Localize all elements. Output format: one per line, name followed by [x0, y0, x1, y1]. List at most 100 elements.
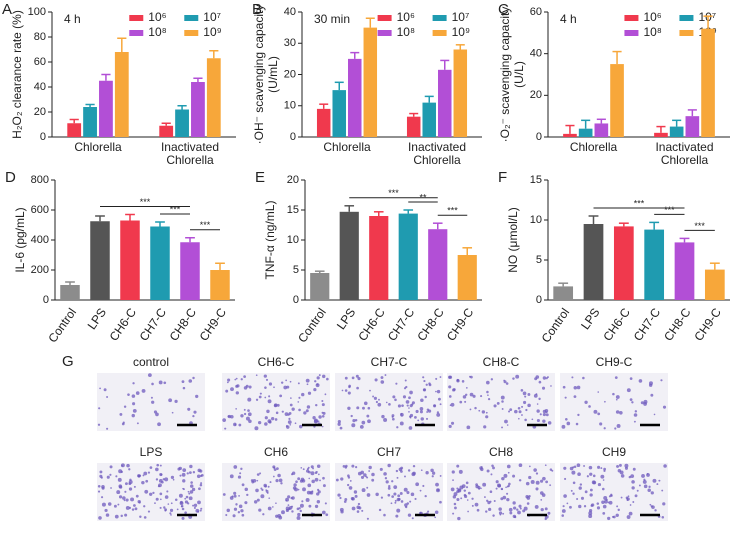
error-bar — [365, 17, 375, 28]
cell — [315, 403, 318, 407]
cell — [454, 506, 457, 510]
cell — [549, 484, 552, 487]
cell — [465, 481, 469, 485]
bar — [120, 220, 140, 300]
cell — [518, 410, 522, 414]
cell — [344, 389, 348, 392]
cell — [311, 490, 314, 493]
cell — [411, 517, 414, 520]
cell — [179, 501, 184, 506]
cell — [414, 497, 417, 501]
cell — [547, 511, 551, 515]
cell — [518, 479, 522, 482]
cell — [347, 406, 351, 411]
cell — [201, 473, 204, 477]
cell — [470, 375, 473, 379]
cell — [351, 506, 356, 511]
cell — [529, 465, 531, 468]
bar — [210, 270, 230, 300]
cell — [578, 486, 582, 490]
cell — [289, 403, 293, 407]
cell — [617, 508, 620, 512]
x-tick-label: Control — [295, 306, 329, 346]
cell — [401, 404, 404, 407]
cell — [407, 513, 412, 517]
cell — [233, 494, 237, 498]
cell — [570, 489, 573, 492]
bar — [583, 224, 604, 300]
cell — [634, 410, 638, 413]
cell — [118, 495, 123, 499]
cell — [538, 380, 542, 384]
x-tick-label: Control — [539, 306, 573, 346]
cell — [458, 469, 463, 474]
x-tick-label: CH7-C — [137, 305, 170, 343]
cell — [439, 403, 442, 406]
cell — [128, 479, 133, 484]
bar — [67, 123, 82, 137]
cell — [535, 472, 539, 475]
image-label: CH9 — [602, 445, 626, 459]
cell — [395, 382, 398, 385]
cell — [615, 410, 620, 414]
cell — [270, 416, 275, 421]
cell — [159, 464, 162, 467]
cell — [98, 516, 102, 520]
cell — [269, 481, 272, 484]
cell — [515, 374, 520, 379]
cell — [518, 463, 523, 468]
cell — [115, 475, 118, 478]
cell — [276, 467, 279, 471]
cell — [467, 491, 471, 495]
error-bar — [193, 77, 203, 82]
cell — [267, 506, 272, 511]
cell — [600, 474, 605, 479]
cell — [498, 507, 502, 511]
cell — [487, 394, 489, 397]
cell — [497, 484, 502, 488]
bar — [206, 58, 221, 137]
error-bar — [687, 109, 697, 117]
cell — [453, 492, 458, 497]
cell — [584, 490, 588, 494]
cell — [344, 498, 348, 501]
cell — [104, 508, 108, 513]
cell — [231, 495, 234, 498]
cell — [287, 495, 291, 499]
cell — [420, 469, 423, 472]
cell — [629, 377, 633, 380]
x-tick-label: Chlorella — [74, 140, 122, 154]
cell — [520, 388, 524, 392]
cell — [305, 378, 310, 383]
cell — [284, 412, 289, 416]
y-axis-label: NO (μmol/L) — [506, 207, 520, 273]
cell — [501, 408, 504, 410]
cell — [597, 391, 600, 393]
cell — [133, 504, 136, 507]
cell — [490, 378, 494, 381]
cell — [457, 516, 461, 521]
cell — [583, 465, 585, 467]
cell — [573, 385, 578, 390]
cell — [408, 396, 411, 400]
error-bar — [350, 51, 360, 59]
cell — [419, 489, 422, 492]
cell — [513, 506, 517, 510]
cell — [450, 402, 455, 407]
cell — [143, 516, 147, 519]
cell — [294, 422, 297, 425]
cell — [462, 395, 467, 399]
cell — [312, 467, 314, 470]
legend-label: 10⁶ — [148, 10, 166, 24]
cell — [316, 492, 320, 496]
cell — [182, 468, 187, 473]
cell — [293, 483, 297, 487]
y-axis-label: (U/mL) — [266, 56, 280, 93]
cell — [351, 464, 355, 468]
cell — [448, 395, 452, 398]
y-axis-label: (U/L) — [512, 61, 526, 88]
cell — [626, 388, 631, 393]
cell — [101, 502, 106, 507]
legend-swatch — [377, 15, 392, 21]
cell — [314, 504, 319, 509]
